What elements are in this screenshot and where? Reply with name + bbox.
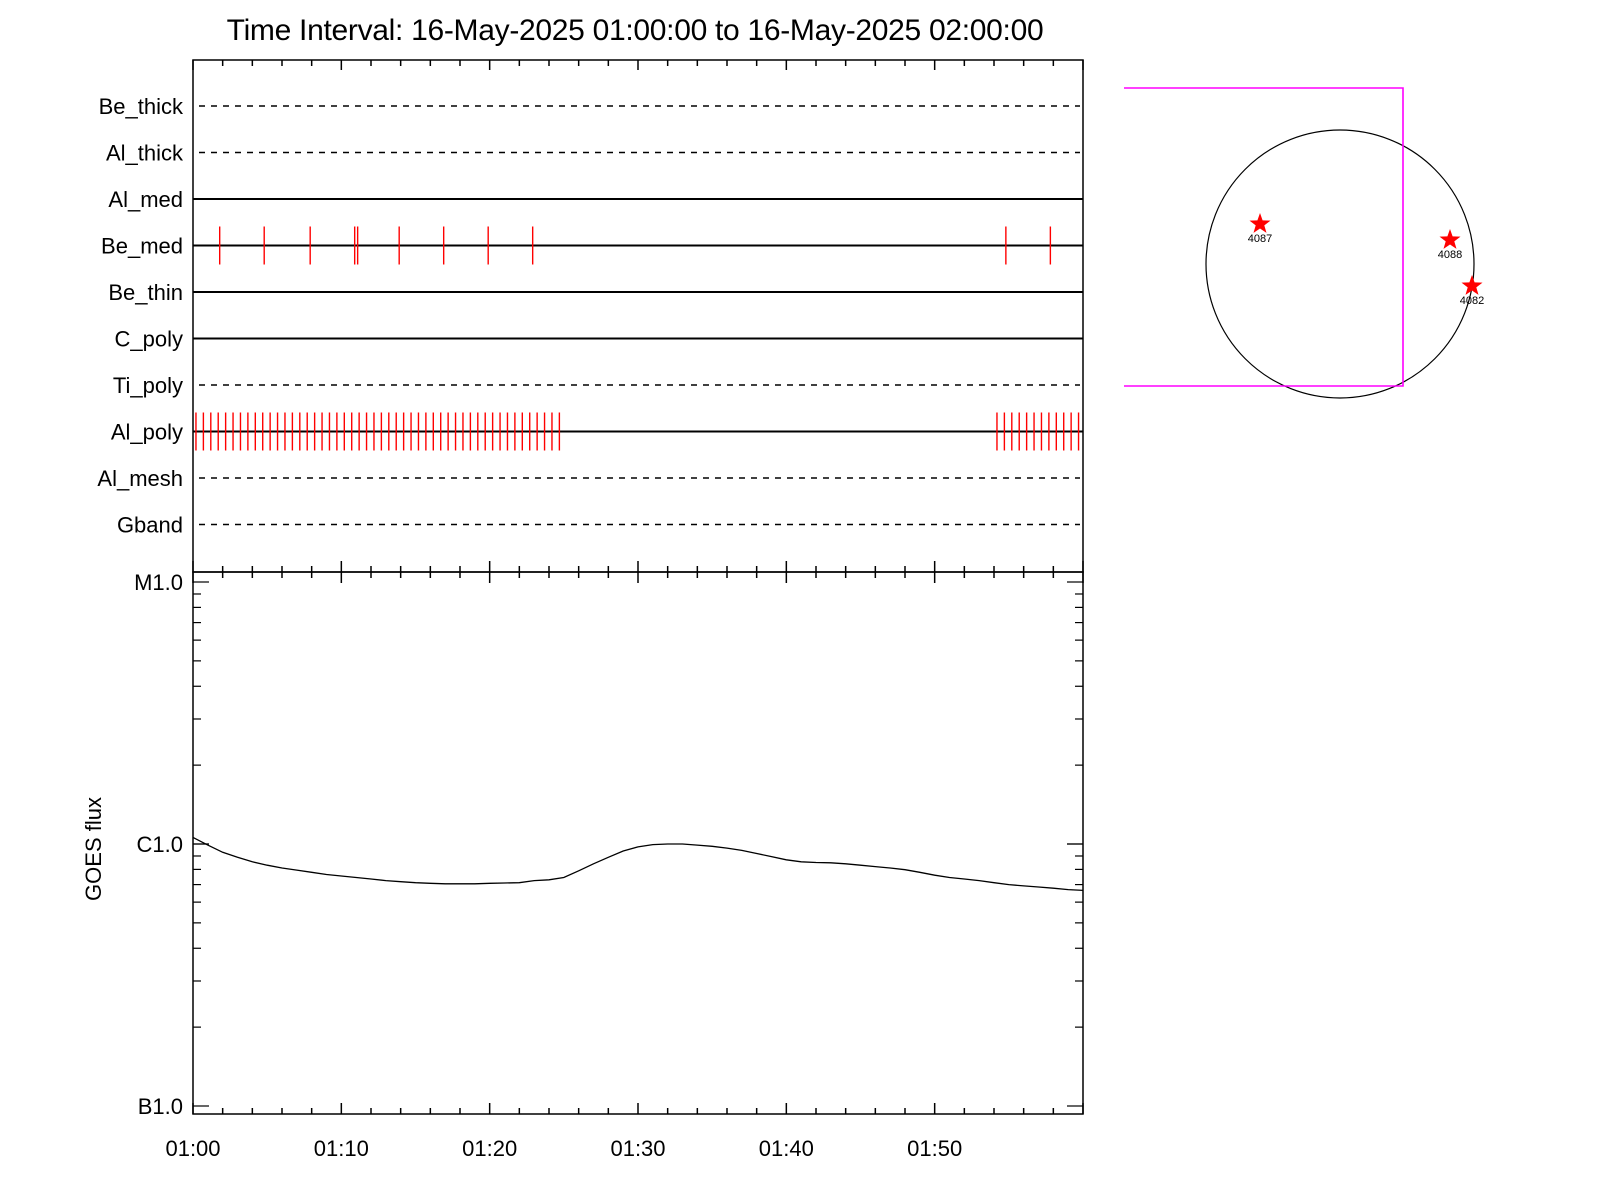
timeline-row-label: Ti_poly <box>113 373 183 398</box>
timeline-panel: Be_thick Al_thick Al_med Be_med Be_thin C_pol… <box>97 94 1083 538</box>
region-label: 4082 <box>1460 295 1484 307</box>
timeline-row-label: Al_med <box>108 187 183 212</box>
y-axis-label: GOES flux <box>81 797 106 901</box>
region-star-icon <box>1249 213 1271 233</box>
solar-disk <box>1205 129 1475 399</box>
timeline-row-label: Be_thick <box>99 94 184 119</box>
region-star-icon <box>1461 275 1483 295</box>
y-tick-label: C1.0 <box>137 832 183 857</box>
chart-title: Time Interval: 16-May-2025 01:00:00 to 1… <box>226 14 1044 47</box>
fov-box <box>1124 87 1404 387</box>
timeline-row-label: Al_poly <box>111 420 183 445</box>
goes-panel: B1.0 C1.0 M1.0 GOES flux <box>81 570 1084 1119</box>
x-tick-label: 01:10 <box>314 1136 369 1161</box>
timeline-row-label: Be_med <box>101 234 183 259</box>
x-tick-label: 01:20 <box>462 1136 517 1161</box>
region-label: 4087 <box>1248 233 1272 245</box>
x-tick-label: 01:40 <box>759 1136 814 1161</box>
region-label: 4088 <box>1438 249 1462 261</box>
timeline-row-label: Al_thick <box>106 141 184 166</box>
solar-disk-panel: 4087 4088 4082 <box>1124 87 1484 399</box>
goes-frame <box>192 571 1084 1115</box>
timeline-row-label: Be_thin <box>108 280 183 305</box>
x-tick-label: 01:50 <box>907 1136 962 1161</box>
y-tick-label: M1.0 <box>134 570 183 595</box>
timeline-row-label: Gband <box>117 513 183 538</box>
goes-flux-line <box>192 836 1084 892</box>
timeline-frame <box>192 59 1084 573</box>
plot-frames: 01:00 01:10 01:20 01:30 01:40 01:50 <box>165 59 1084 1161</box>
y-tick-label: B1.0 <box>138 1094 183 1119</box>
x-tick-label: 01:30 <box>610 1136 665 1161</box>
timeline-row-label: C_poly <box>115 327 183 352</box>
region-star-icon <box>1439 229 1461 249</box>
x-tick-label: 01:00 <box>165 1136 220 1161</box>
timeline-row-label: Al_mesh <box>97 466 183 491</box>
